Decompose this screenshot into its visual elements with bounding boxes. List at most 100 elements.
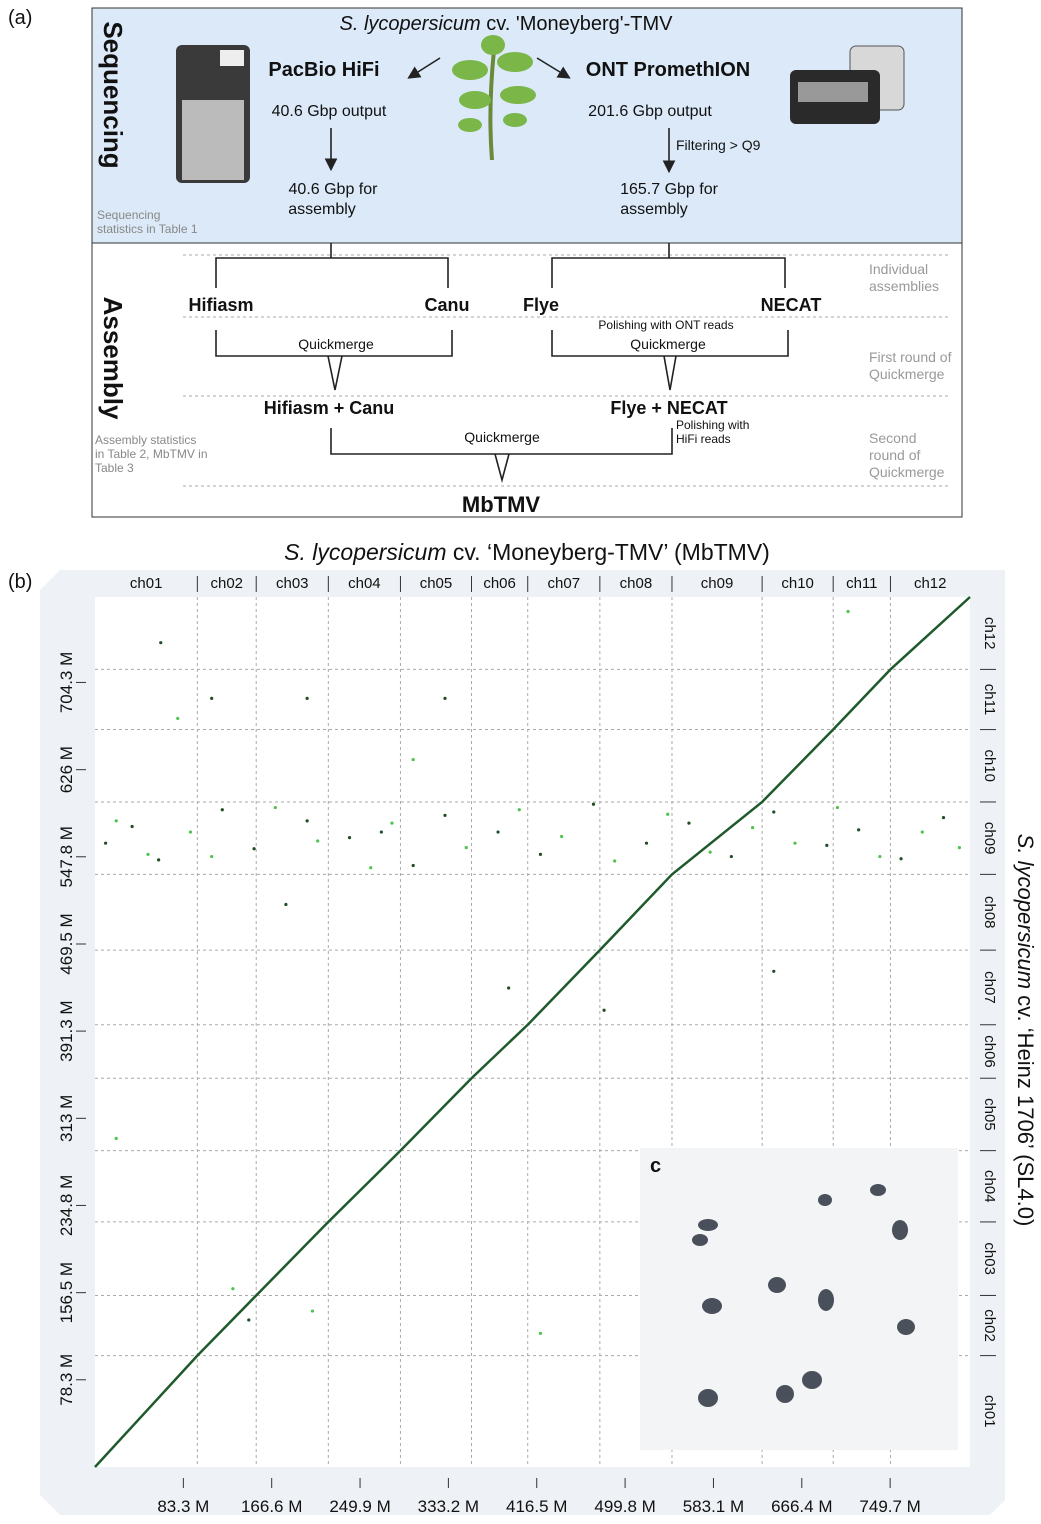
assembly-input: assembly [288,201,356,218]
plant-icon [452,35,536,161]
polish-note: Polishing with ONT reads [598,318,733,332]
title-italic: S. lycopersicum [1013,834,1038,989]
alignment-dot [878,854,882,859]
assembly-box [91,242,963,518]
polish-note: Polishing with [676,418,749,432]
output: 201.6 Gbp output [588,103,712,120]
y-chrom-label: ch03 [981,1242,998,1275]
y-title: S. lycopersicum cv. ‘Heinz 1706’ (SL4.0) [1013,834,1038,1227]
alignment-dot [941,815,946,820]
alignment-dot [793,841,797,845]
alignment-dot [114,1136,118,1140]
polish-note: HiFi reads [676,432,731,446]
alignment-dot [857,828,861,832]
y-tick-label: 234.8 M [57,1175,76,1236]
note: Table 3 [95,461,134,475]
x-tick-label: 333.2 M [418,1497,479,1516]
x-chrom-label: ch10 [781,575,814,592]
alignment-dot [347,836,352,840]
alignment-dot [538,852,543,856]
y-tick-label: 626 M [57,746,76,793]
arrow [536,57,571,79]
assembler: Flye [523,295,559,315]
x-chrom-label: ch09 [701,575,734,592]
y-tick-label: 78.3 M [57,1354,76,1406]
alignment-dot [750,825,755,830]
inset-label: c [650,1155,661,1177]
alignment-dot [247,1318,251,1322]
alignment-dot [369,866,373,870]
filter: Filtering > Q9 [676,137,761,153]
y-chrom-label: ch04 [981,1170,998,1203]
panel-a-title: S. lycopersicum cv. 'Moneyberg'-TMV [340,13,674,35]
alignment-dot [104,841,108,845]
alignment-dot [772,969,776,973]
title-rest: cv. 'Moneyberg'-TMV [486,13,673,35]
alignment-dot [772,810,776,814]
alignment-dot [411,863,415,868]
alignment-dot [507,986,511,990]
alignment-dot [284,902,288,907]
x-chrom-label: ch01 [130,575,163,592]
title-italic: S. lycopersicum [340,13,481,35]
stage-dividers [183,254,948,487]
x-chrom-label: ch03 [276,575,309,592]
y-tick-label: 547.8 M [57,826,76,887]
note: statistics in Table 1 [97,222,198,236]
alignment-dot [210,696,214,700]
alignment-dot [666,812,670,816]
y-tick-label: 156.5 M [57,1262,76,1323]
alignment-dot [825,843,829,848]
alignment-dot [708,850,712,854]
alignment-dot [114,819,118,823]
x-tick-label: 249.9 M [329,1497,390,1516]
alignment-dot [411,758,415,762]
x-tick-label: 749.7 M [859,1497,920,1516]
x-tick-label: 83.3 M [157,1497,209,1516]
stage-label: First round of [869,349,952,365]
section-label: Sequencing [98,21,128,168]
note: Sequencing [97,208,160,222]
alignment-dot [305,819,309,823]
alignment-dot [957,846,961,850]
output: 40.6 Gbp output [272,103,387,120]
y-chrom-label: ch08 [981,896,998,929]
x-tick-label: 583.1 M [683,1497,744,1516]
platform: ONT PromethION [586,59,750,81]
alignment-dot [464,846,468,850]
alignment-dot [176,716,180,721]
y-chrom-label: ch09 [981,822,998,855]
note: in Table 2, MbTMV in [95,447,208,461]
alignment-dot [644,841,649,845]
x-chrom-label: ch12 [914,575,947,592]
title-rest: cv. ‘Moneyberg-TMV’ (MbTMV) [453,539,770,565]
alignment-dot [538,1331,543,1335]
y-chrom-label: ch12 [981,617,998,650]
pacbio-icon [176,45,250,183]
alignment-dot [316,839,320,843]
alignment-dot [835,805,840,810]
chart-title: S. lycopersicum cv. ‘Moneyberg-TMV’ (MbT… [284,539,770,565]
y-tick-label: 391.3 M [57,1000,76,1061]
x-tick-label: 499.8 M [594,1497,655,1516]
alignment-dot [920,830,924,834]
alignment-dot [220,808,224,812]
y-chrom-label: ch11 [981,684,998,715]
x-chrom-label: ch05 [420,575,453,592]
note: Assembly statistics [95,433,196,447]
y-tick-label: 313 M [57,1095,76,1142]
y-chrom-label: ch07 [981,971,998,1004]
plot: ch01 ch02 ch03 ch04 ch05 ch06 ch07 ch08 ch09 ch10… [57,575,998,1516]
ont-icon [790,45,905,124]
x-tick-label: 166.6 M [241,1497,302,1516]
assembler: Hifiasm [188,295,253,315]
y-chrom-label: ch05 [981,1098,998,1131]
x-tick-label: 416.5 M [506,1497,567,1516]
section-label: Assembly [98,297,128,420]
assembler: Canu [425,295,470,315]
title-italic: S. lycopersicum [284,539,446,565]
stage-label: Second [869,430,916,446]
alignment-diagonal [94,596,971,1468]
merge-label: Quickmerge [298,336,374,352]
